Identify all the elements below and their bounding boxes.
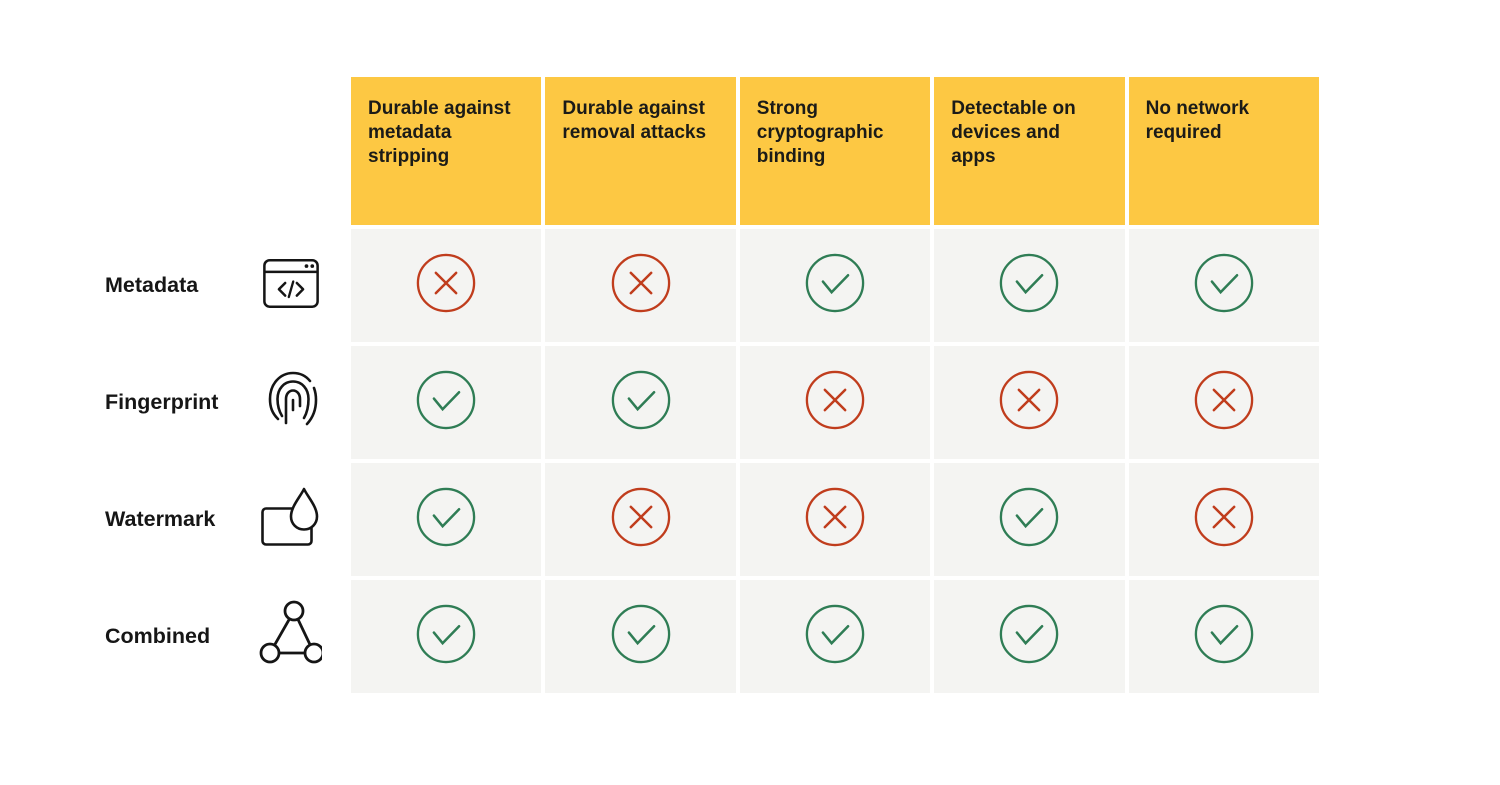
mark-cell xyxy=(545,463,736,576)
comparison-table: Durable against metadata stripping Durab… xyxy=(0,77,1319,693)
row-label: Metadata xyxy=(105,273,199,297)
cross-icon xyxy=(610,486,672,553)
network-triangle-icon xyxy=(256,599,325,674)
row-header-metadata: Metadata xyxy=(0,229,347,342)
mark-cell xyxy=(351,463,542,576)
mark-cell xyxy=(545,580,736,693)
fingerprint-icon xyxy=(264,369,322,436)
column-header: Durable against removal attacks xyxy=(545,77,736,225)
check-icon xyxy=(804,252,866,319)
mark-cell xyxy=(351,580,542,693)
mark-cell xyxy=(1128,463,1319,576)
mark-cell xyxy=(739,580,931,693)
mark-cell xyxy=(351,346,542,459)
check-icon xyxy=(1193,252,1255,319)
watermark-droplet-icon xyxy=(260,485,322,554)
row-header-combined: Combined xyxy=(0,580,347,693)
column-header: No network required xyxy=(1128,77,1319,225)
mark-cell xyxy=(739,463,931,576)
column-header: Strong cryptographic binding xyxy=(739,77,931,225)
row-header-fingerprint: Fingerprint xyxy=(0,346,347,459)
check-icon xyxy=(610,369,672,436)
check-icon xyxy=(415,486,477,553)
row-label: Combined xyxy=(105,624,211,648)
mark-cell xyxy=(934,463,1125,576)
cross-icon xyxy=(610,252,672,319)
mark-cell xyxy=(934,580,1125,693)
check-icon xyxy=(610,603,672,670)
row-label: Fingerprint xyxy=(105,390,219,414)
check-icon xyxy=(998,252,1060,319)
mark-cell xyxy=(739,229,931,342)
mark-cell xyxy=(1128,580,1319,693)
cross-icon xyxy=(1193,369,1255,436)
check-icon xyxy=(804,603,866,670)
mark-cell xyxy=(934,346,1125,459)
column-header: Durable against metadata stripping xyxy=(351,77,542,225)
check-icon xyxy=(998,603,1060,670)
mark-cell xyxy=(1128,346,1319,459)
mark-cell xyxy=(545,229,736,342)
mark-cell xyxy=(351,229,542,342)
mark-cell xyxy=(545,346,736,459)
cross-icon xyxy=(804,369,866,436)
mark-cell xyxy=(739,346,931,459)
check-icon xyxy=(415,369,477,436)
cross-icon xyxy=(998,369,1060,436)
corner-cell xyxy=(0,77,347,225)
check-icon xyxy=(998,486,1060,553)
cross-icon xyxy=(1193,486,1255,553)
cross-icon xyxy=(415,252,477,319)
mark-cell xyxy=(934,229,1125,342)
row-header-watermark: Watermark xyxy=(0,463,347,576)
check-icon xyxy=(415,603,477,670)
check-icon xyxy=(1193,603,1255,670)
row-label: Watermark xyxy=(105,507,216,531)
column-header: Detectable on devices and apps xyxy=(934,77,1125,225)
cross-icon xyxy=(804,486,866,553)
browser-code-icon xyxy=(260,253,322,318)
mark-cell xyxy=(1128,229,1319,342)
